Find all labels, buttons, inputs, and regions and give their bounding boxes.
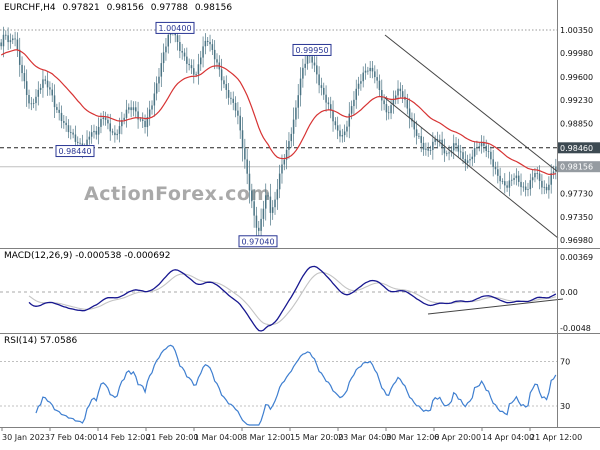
trendlines <box>384 34 559 239</box>
price-axis[interactable]: 1.00350 0.99980 0.99600 0.99230 0.98850 0.977… <box>557 0 600 428</box>
svg-text:23 Mar 04:00: 23 Mar 04:00 <box>338 433 391 442</box>
svg-text:70: 70 <box>560 358 570 367</box>
svg-text:0.99230: 0.99230 <box>560 96 593 105</box>
svg-text:0.96980: 0.96980 <box>560 236 593 245</box>
svg-text:0.99950: 0.99950 <box>295 46 328 55</box>
svg-text:0.99600: 0.99600 <box>560 73 593 82</box>
support-price-tag <box>558 142 600 154</box>
svg-text:0.99980: 0.99980 <box>560 49 593 58</box>
macd-main-line <box>28 265 557 332</box>
svg-text:1 Mar 04:00: 1 Mar 04:00 <box>194 433 242 442</box>
rsi-line <box>35 344 557 426</box>
moving-average-line <box>0 49 556 176</box>
svg-text:0.00369: 0.00369 <box>560 253 593 262</box>
svg-text:0.97040: 0.97040 <box>241 237 274 246</box>
svg-text:7 Feb 04:00: 7 Feb 04:00 <box>50 433 97 442</box>
svg-text:15 Mar 20:00: 15 Mar 20:00 <box>290 433 343 442</box>
svg-text:0.98850: 0.98850 <box>560 120 593 129</box>
candles <box>0 26 557 238</box>
current-price-tag <box>558 161 600 173</box>
svg-text:0.98156: 0.98156 <box>560 163 593 172</box>
svg-text:8 Mar 12:00: 8 Mar 12:00 <box>242 433 290 442</box>
svg-text:30 Mar 12:00: 30 Mar 12:00 <box>386 433 439 442</box>
svg-text:1.00350: 1.00350 <box>560 26 593 35</box>
svg-text:6 Apr 20:00: 6 Apr 20:00 <box>434 433 481 442</box>
svg-text:0.98440: 0.98440 <box>58 147 91 156</box>
svg-text:21 Feb 20:00: 21 Feb 20:00 <box>146 433 198 442</box>
svg-text:0.97730: 0.97730 <box>560 189 593 198</box>
svg-text:14 Feb 12:00: 14 Feb 12:00 <box>98 433 150 442</box>
svg-text:1.00400: 1.00400 <box>158 24 191 33</box>
macd-trendline <box>427 298 564 315</box>
svg-text:0.00: 0.00 <box>560 288 578 297</box>
swing-labels: 1.00400 0.99950 0.98440 0.97040 <box>55 21 332 248</box>
svg-text:14 Apr 04:00: 14 Apr 04:00 <box>482 433 534 442</box>
svg-text:0.98460: 0.98460 <box>560 144 593 153</box>
rsi-panel <box>0 344 557 426</box>
svg-text:30: 30 <box>560 402 570 411</box>
svg-text:-0.0048: -0.0048 <box>560 324 591 333</box>
svg-text:21 Apr 12:00: 21 Apr 12:00 <box>530 433 582 442</box>
svg-text:30 Jan 2023: 30 Jan 2023 <box>2 433 50 442</box>
svg-text:0.97350: 0.97350 <box>560 213 593 222</box>
